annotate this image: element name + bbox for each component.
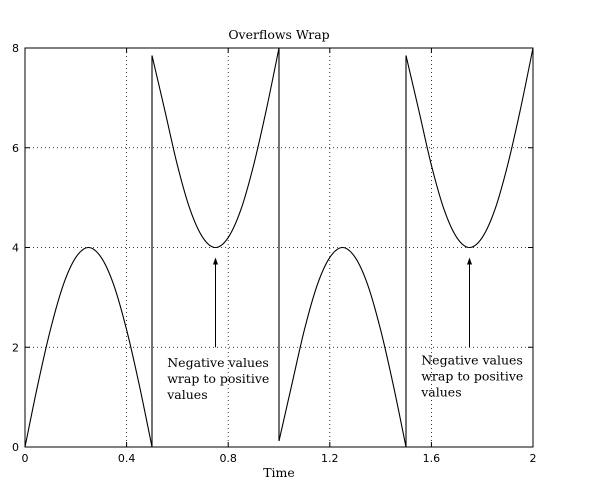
ticks: 0 0.4 0.8 1.2 1.6 2 0 2 4 6 8	[12, 42, 537, 465]
x-tick-label: 0	[22, 452, 29, 465]
annotation-text-line: values	[420, 385, 461, 400]
chart-title: Overflows Wrap	[228, 27, 329, 42]
x-tick-label: 0.8	[219, 452, 237, 465]
annotation-text-line: Negative values	[167, 355, 269, 370]
x-tick-label: 1.6	[423, 452, 441, 465]
annotation-arrow-head	[213, 257, 218, 265]
series-signal	[24, 47, 534, 448]
annotation-arrow-head	[467, 257, 472, 265]
x-tick-label: 1.2	[321, 452, 339, 465]
x-axis-label: Time	[263, 465, 295, 480]
y-tick-label: 4	[12, 242, 19, 255]
x-tick-label: 0.4	[118, 452, 136, 465]
series-segment	[24, 246, 153, 448]
y-tick-label: 6	[12, 142, 19, 155]
series-segment	[405, 47, 534, 249]
series-segment	[151, 47, 280, 249]
annotation-text-line: wrap to positive	[167, 371, 269, 386]
annotation-text-line: Negative values	[421, 353, 523, 368]
grid	[25, 48, 533, 447]
annotation-text-line: values	[166, 387, 207, 402]
series-segment	[278, 246, 407, 448]
y-tick-label: 2	[12, 341, 19, 354]
y-tick-label: 8	[12, 42, 19, 55]
x-tick-label: 2	[530, 452, 537, 465]
y-tick-label: 0	[12, 441, 19, 454]
annotation-text-line: wrap to positive	[421, 369, 523, 384]
